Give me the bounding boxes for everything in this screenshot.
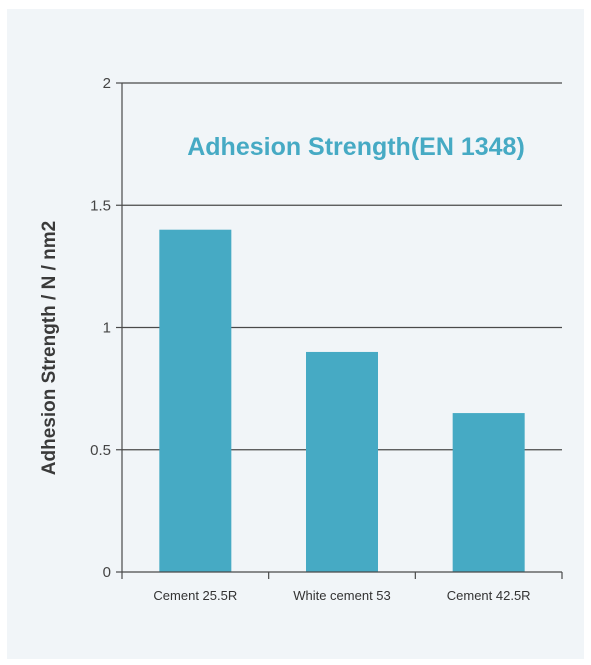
x-tick-label-0: Cement 25.5R (153, 588, 237, 603)
bar-0 (159, 229, 232, 572)
x-tick-label-2: Cement 42.5R (447, 588, 531, 603)
bar-1 (306, 351, 378, 572)
x-tick-labels: Cement 25.5R White cement 53 Cement 42.5R (153, 588, 530, 603)
y-tick-label-0: 0 (103, 564, 111, 581)
y-tick-label-3: 1.5 (90, 197, 111, 214)
y-axis-label: Adhesion Strength / N / nm2 (39, 221, 60, 475)
y-tick-label-1: 0.5 (90, 442, 111, 459)
x-tick-label-1: White cement 53 (293, 588, 391, 603)
bar-2 (452, 413, 525, 572)
y-tick-labels: 0 0.5 1 1.5 2 (90, 75, 111, 581)
y-tick-label-2: 1 (103, 320, 111, 337)
chart-title: Adhesion Strength(EN 1348) (187, 133, 525, 161)
axes (121, 83, 563, 579)
y-tick-label-4: 2 (103, 75, 111, 92)
bars (159, 229, 525, 572)
